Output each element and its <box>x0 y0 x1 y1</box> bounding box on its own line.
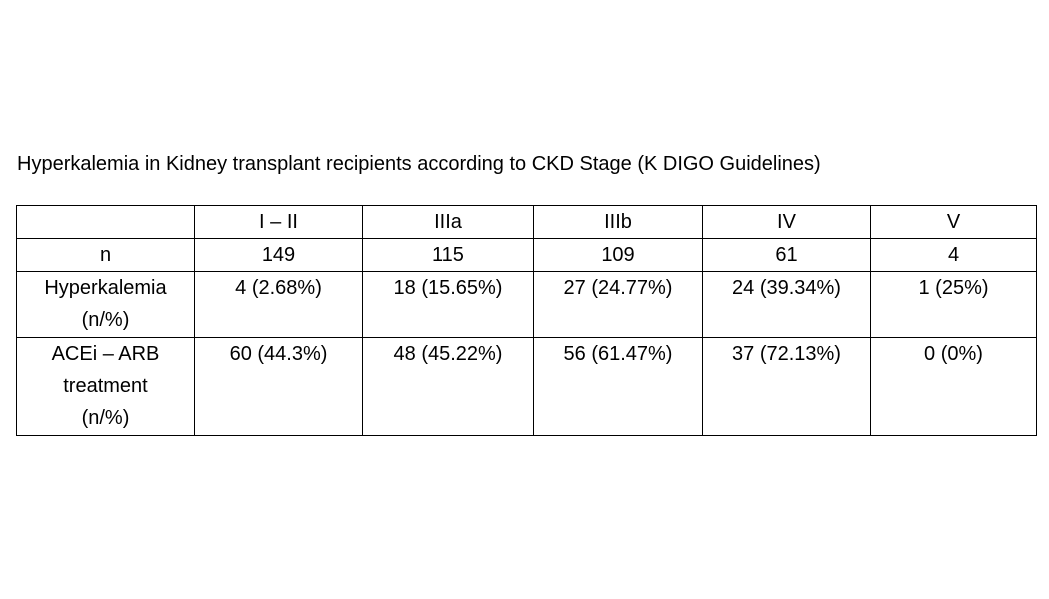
table-row-hyperkalemia: Hyperkalemia (n/%) 4 (2.68%) 18 (15.65%)… <box>16 271 1037 338</box>
row-label-n: n <box>16 238 195 272</box>
table-cell: 109 <box>533 238 703 272</box>
table-cell: 60 (44.3%) <box>194 337 363 436</box>
column-header-stage-iiib: IIIb <box>533 205 703 239</box>
table-row-acei-arb-treatment: ACEi – ARB treatment (n/%) 60 (44.3%) 48… <box>16 337 1037 436</box>
column-header-stage-iiia: IIIa <box>362 205 534 239</box>
table-cell: 18 (15.65%) <box>362 271 534 338</box>
column-header-stage-iv: IV <box>702 205 871 239</box>
column-header-stage-v: V <box>870 205 1037 239</box>
hyperkalemia-table: I – II IIIa IIIb IV V n 149 115 109 61 4… <box>16 205 1037 436</box>
table-cell: 149 <box>194 238 363 272</box>
table-cell: 4 <box>870 238 1037 272</box>
table-cell: 1 (25%) <box>870 271 1037 338</box>
table-cell: 48 (45.22%) <box>362 337 534 436</box>
table-row-n: n 149 115 109 61 4 <box>16 238 1037 272</box>
table-cell: 27 (24.77%) <box>533 271 703 338</box>
table-cell: 61 <box>702 238 871 272</box>
row-label-acei-arb-treatment: ACEi – ARB treatment (n/%) <box>16 337 195 436</box>
row-label-hyperkalemia: Hyperkalemia (n/%) <box>16 271 195 338</box>
table-cell: 4 (2.68%) <box>194 271 363 338</box>
corner-cell <box>16 205 195 239</box>
table-caption: Hyperkalemia in Kidney transplant recipi… <box>17 153 821 175</box>
table-cell: 37 (72.13%) <box>702 337 871 436</box>
table-cell: 56 (61.47%) <box>533 337 703 436</box>
table-cell: 0 (0%) <box>870 337 1037 436</box>
column-header-stage-i-ii: I – II <box>194 205 363 239</box>
table-header-row: I – II IIIa IIIb IV V <box>16 205 1037 239</box>
table-cell: 115 <box>362 238 534 272</box>
table-cell: 24 (39.34%) <box>702 271 871 338</box>
